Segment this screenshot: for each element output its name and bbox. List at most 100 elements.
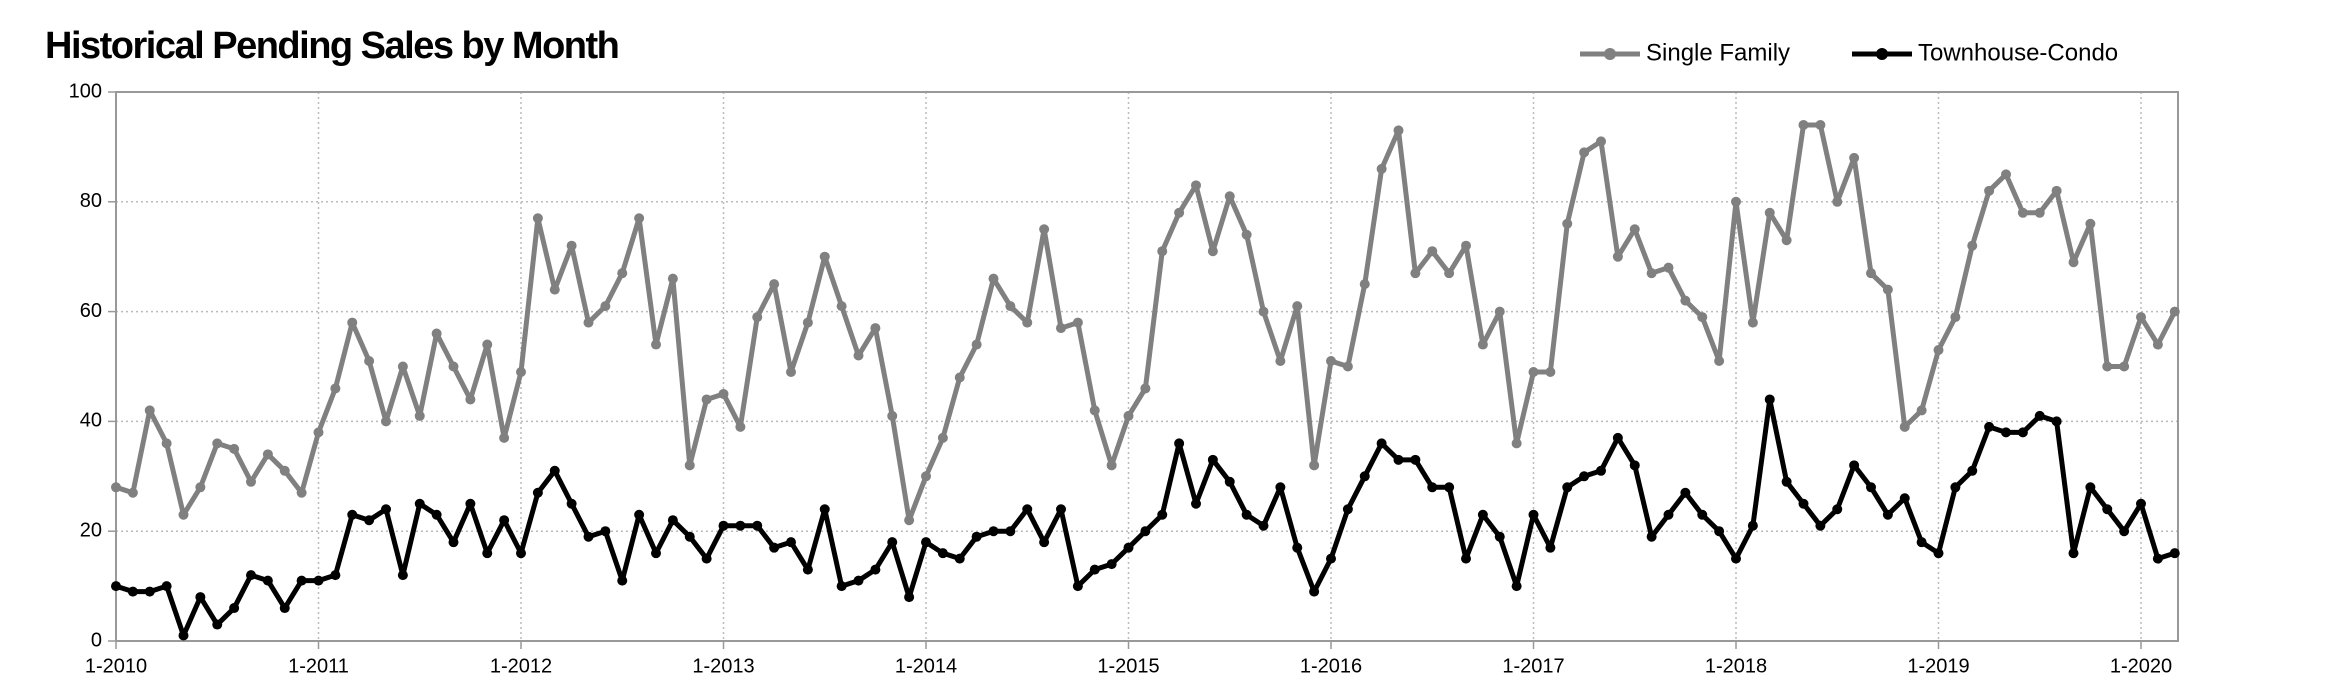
data-point: [1207, 454, 1218, 465]
data-point: [1933, 548, 1944, 559]
data-point: [971, 339, 982, 350]
x-tick-label: 1-2015: [1097, 655, 1159, 677]
data-point: [2068, 548, 2079, 559]
data-point: [1427, 482, 1438, 493]
data-point: [465, 498, 476, 509]
data-point: [1275, 482, 1286, 493]
x-tick-label: 1-2011: [288, 655, 349, 677]
data-point: [1106, 559, 1117, 570]
data-point: [229, 443, 240, 454]
data-point: [802, 564, 813, 575]
data-point: [1089, 564, 1100, 575]
data-point: [431, 328, 442, 339]
x-tick-label: 1-2010: [85, 655, 147, 677]
data-point: [1224, 191, 1235, 202]
data-point: [2152, 553, 2163, 564]
data-point: [1764, 207, 1775, 218]
x-tick-label: 1-2013: [692, 655, 754, 677]
series-line: [115, 396, 2176, 639]
data-point: [1663, 262, 1674, 273]
data-point: [448, 361, 459, 372]
data-point: [651, 339, 661, 350]
data-point: [2102, 361, 2113, 372]
data-point: [144, 405, 155, 416]
data-point: [2034, 207, 2045, 218]
data-point: [1258, 306, 1269, 317]
data-point: [752, 312, 763, 323]
data-point: [296, 487, 307, 498]
data-point: [1174, 207, 1185, 218]
data-point: [1562, 218, 1573, 229]
data-point: [1984, 185, 1995, 196]
data-point: [516, 366, 526, 377]
data-point: [532, 487, 543, 498]
data-point: [836, 301, 847, 312]
data-point: [836, 581, 847, 592]
data-point: [634, 509, 645, 520]
data-point: [1359, 279, 1370, 290]
data-point: [1342, 504, 1353, 515]
data-point: [853, 575, 864, 586]
data-point: [1292, 301, 1303, 312]
data-point: [2051, 416, 2062, 427]
data-point: [937, 548, 948, 559]
data-point: [786, 537, 796, 548]
data-point: [161, 581, 172, 592]
data-point: [1342, 361, 1353, 372]
data-point: [482, 339, 493, 350]
data-point: [1461, 240, 1471, 251]
data-point: [1326, 356, 1336, 367]
data-point: [1241, 509, 1252, 520]
data-point: [1646, 268, 1657, 279]
data-point: [1444, 482, 1455, 493]
data-point: [1916, 405, 1927, 416]
data-point: [1747, 520, 1758, 531]
data-point: [262, 575, 273, 586]
data-point: [2119, 361, 2130, 372]
data-point: [1191, 498, 1201, 509]
data-point: [1714, 526, 1725, 537]
data-point: [1967, 465, 1978, 476]
data-point: [1258, 520, 1269, 531]
data-point: [2001, 169, 2011, 180]
data-point: [313, 427, 324, 438]
data-point: [786, 366, 796, 377]
data-point: [161, 438, 172, 449]
x-tick-label: 1-2018: [1705, 655, 1767, 677]
data-point: [2102, 504, 2113, 515]
data-point: [1714, 356, 1725, 367]
data-point: [1174, 438, 1185, 449]
data-point: [1511, 438, 1522, 449]
data-point: [988, 526, 999, 537]
data-point: [1005, 526, 1016, 537]
data-point: [1089, 405, 1100, 416]
data-point: [262, 449, 273, 460]
data-point: [904, 592, 915, 603]
data-point: [2169, 548, 2180, 559]
data-point: [1157, 246, 1168, 257]
data-point: [1039, 537, 1050, 548]
data-point: [887, 537, 898, 548]
data-point: [1528, 366, 1539, 377]
data-point: [516, 548, 526, 559]
x-tick-label: 1-2019: [1907, 655, 1969, 677]
data-point: [887, 410, 898, 421]
data-point: [279, 465, 290, 476]
data-point: [954, 372, 965, 383]
data-point: [2085, 218, 2096, 229]
data-point: [1056, 504, 1066, 515]
data-point: [246, 476, 256, 487]
data-point: [701, 553, 712, 564]
data-point: [1815, 119, 1826, 130]
data-point: [1984, 421, 1995, 432]
data-point: [1950, 312, 1961, 323]
data-point: [1393, 125, 1404, 136]
data-point: [127, 487, 138, 498]
data-point: [2085, 482, 2096, 493]
data-point: [1832, 504, 1843, 515]
data-point: [1072, 317, 1083, 328]
data-point: [1207, 246, 1218, 257]
data-point: [144, 586, 155, 597]
data-point: [499, 432, 510, 443]
data-point: [212, 619, 223, 630]
